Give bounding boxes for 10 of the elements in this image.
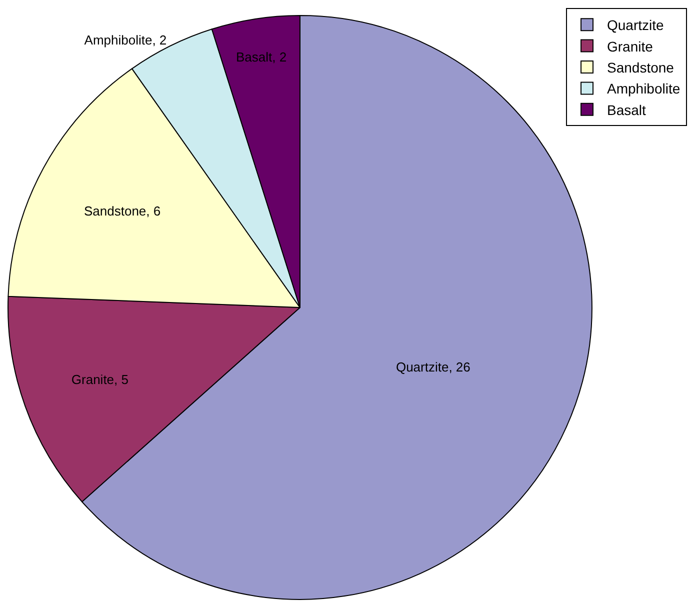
legend-label: Sandstone xyxy=(607,59,674,76)
data-label: Granite, 5 xyxy=(71,372,128,387)
data-label: Sandstone, 6 xyxy=(84,203,161,218)
data-label: Basalt, 2 xyxy=(236,50,287,65)
legend-label: Quartzite xyxy=(607,17,664,34)
data-label: Quartzite, 26 xyxy=(396,360,470,375)
legend-label: Basalt xyxy=(607,102,646,118)
legend-label: Amphibolite xyxy=(607,80,680,97)
data-label: Amphibolite, 2 xyxy=(84,32,167,48)
legend-label: Granite xyxy=(607,38,654,54)
